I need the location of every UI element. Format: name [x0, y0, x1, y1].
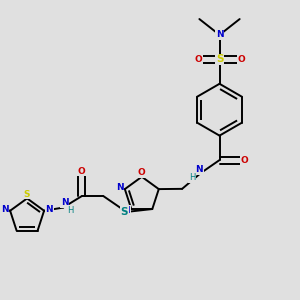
Text: N: N: [45, 205, 53, 214]
Text: N: N: [196, 165, 203, 174]
Text: S: S: [120, 207, 128, 217]
Text: O: O: [241, 156, 248, 165]
Text: H: H: [189, 173, 195, 182]
Text: S: S: [216, 54, 223, 64]
Text: O: O: [237, 55, 245, 64]
Text: N: N: [116, 183, 124, 192]
Text: O: O: [138, 168, 146, 177]
Text: N: N: [61, 198, 68, 207]
Text: O: O: [194, 55, 202, 64]
Text: S: S: [24, 190, 30, 199]
Text: O: O: [78, 167, 86, 176]
Text: N: N: [1, 205, 9, 214]
Text: H: H: [67, 206, 74, 215]
Text: N: N: [122, 206, 130, 215]
Text: N: N: [216, 30, 223, 39]
